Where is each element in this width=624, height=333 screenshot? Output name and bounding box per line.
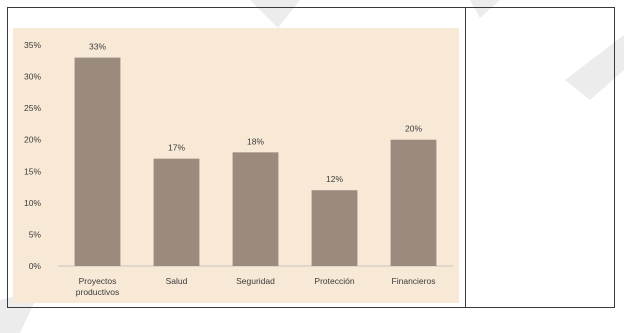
bar-chart: 0% 5% 10% 15% 20% 25% 30% 35% 33% Proyectos produc… [24,40,453,297]
x-tick-label: Protección [314,276,354,286]
document-table: 0% 5% 10% 15% 20% 25% 30% 35% 33% Proyectos produc… [7,7,615,308]
y-tick-label: 15% [24,166,41,176]
y-tick-label: 0% [29,261,42,271]
empty-cell [466,8,614,307]
chart-cell: 0% 5% 10% 15% 20% 25% 30% 35% 33% Proyectos produc… [8,8,466,307]
y-tick-label: 5% [29,229,42,239]
bar [153,158,200,266]
x-tick-label: Seguridad [236,276,275,286]
bar [311,190,358,266]
x-tick-label: Salud [166,276,188,286]
data-label: 33% [89,42,106,52]
y-tick-label: 30% [24,72,41,82]
data-label: 17% [168,143,185,153]
y-tick-label: 20% [24,135,41,145]
chart-area: 0% 5% 10% 15% 20% 25% 30% 35% 33% Proyectos produc… [13,28,459,303]
x-tick-label: Proyectos productivos [76,276,119,297]
x-tick-label: Financieros [392,276,436,286]
bar [232,152,279,266]
bar [390,139,437,266]
y-tick-label: 10% [24,198,41,208]
y-tick-label: 25% [24,103,41,113]
data-label: 18% [247,136,264,146]
y-tick-label: 35% [24,40,41,50]
bar [74,57,121,266]
data-label: 20% [405,124,422,134]
data-label: 12% [326,174,343,184]
